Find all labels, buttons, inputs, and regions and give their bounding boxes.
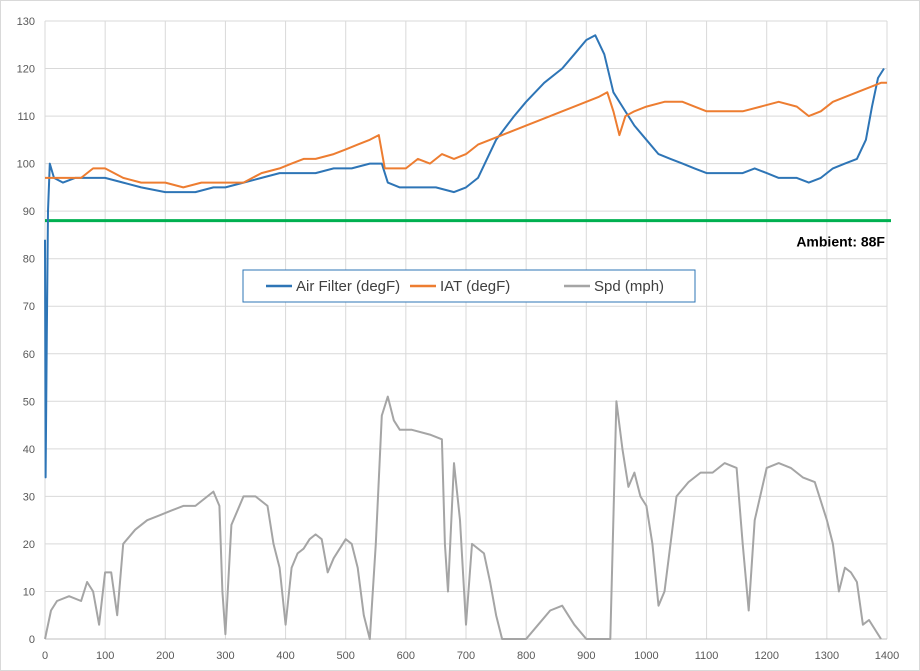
legend-box <box>242 269 696 303</box>
gridlines <box>44 20 888 640</box>
x-tick-label: 300 <box>216 650 234 662</box>
series-line-1 <box>45 81 887 189</box>
x-tick-label: 600 <box>397 650 415 662</box>
y-tick-label: 60 <box>23 349 35 361</box>
y-tick-label: 100 <box>17 159 35 171</box>
legend: Air Filter (degF) IAT (degF) Spd (mph) <box>242 269 696 303</box>
y-tick-label: 40 <box>23 444 35 456</box>
x-tick-label: 1100 <box>695 650 719 662</box>
series-layer <box>44 34 887 640</box>
y-tick-label: 130 <box>17 16 35 28</box>
y-tick-label: 120 <box>17 64 35 76</box>
x-tick-label: 900 <box>577 650 595 662</box>
series-line-0 <box>44 34 885 479</box>
x-tick-label: 1300 <box>815 650 839 662</box>
x-tick-label: 700 <box>457 650 475 662</box>
series-line-2 <box>44 395 882 640</box>
x-tick-label: 500 <box>337 650 355 662</box>
y-tick-label: 30 <box>23 491 35 503</box>
x-tick-label: 0 <box>42 650 48 662</box>
legend-label-2: Spd (mph) <box>594 278 664 295</box>
y-tick-label: 90 <box>23 206 35 218</box>
x-tick-label: 1200 <box>754 650 778 662</box>
legend-label-1: IAT (degF) <box>440 278 510 295</box>
x-tick-label: 1400 <box>875 650 899 662</box>
y-tick-label: 0 <box>29 634 35 646</box>
y-tick-label: 50 <box>23 396 35 408</box>
y-tick-label: 110 <box>17 111 35 123</box>
x-tick-label: 400 <box>276 650 294 662</box>
y-tick-label: 80 <box>23 254 35 266</box>
legend-label-0: Air Filter (degF) <box>296 278 400 295</box>
y-tick-label: 20 <box>23 539 35 551</box>
y-tick-label: 70 <box>23 301 35 313</box>
x-tick-label: 800 <box>517 650 535 662</box>
y-tick-label: 10 <box>23 586 35 598</box>
x-tick-label: 200 <box>156 650 174 662</box>
ambient-label: Ambient: 88F <box>796 234 885 250</box>
x-tick-label: 100 <box>96 650 114 662</box>
reference-line-layer: Ambient: 88F <box>45 219 891 250</box>
x-tick-label: 1000 <box>634 650 658 662</box>
